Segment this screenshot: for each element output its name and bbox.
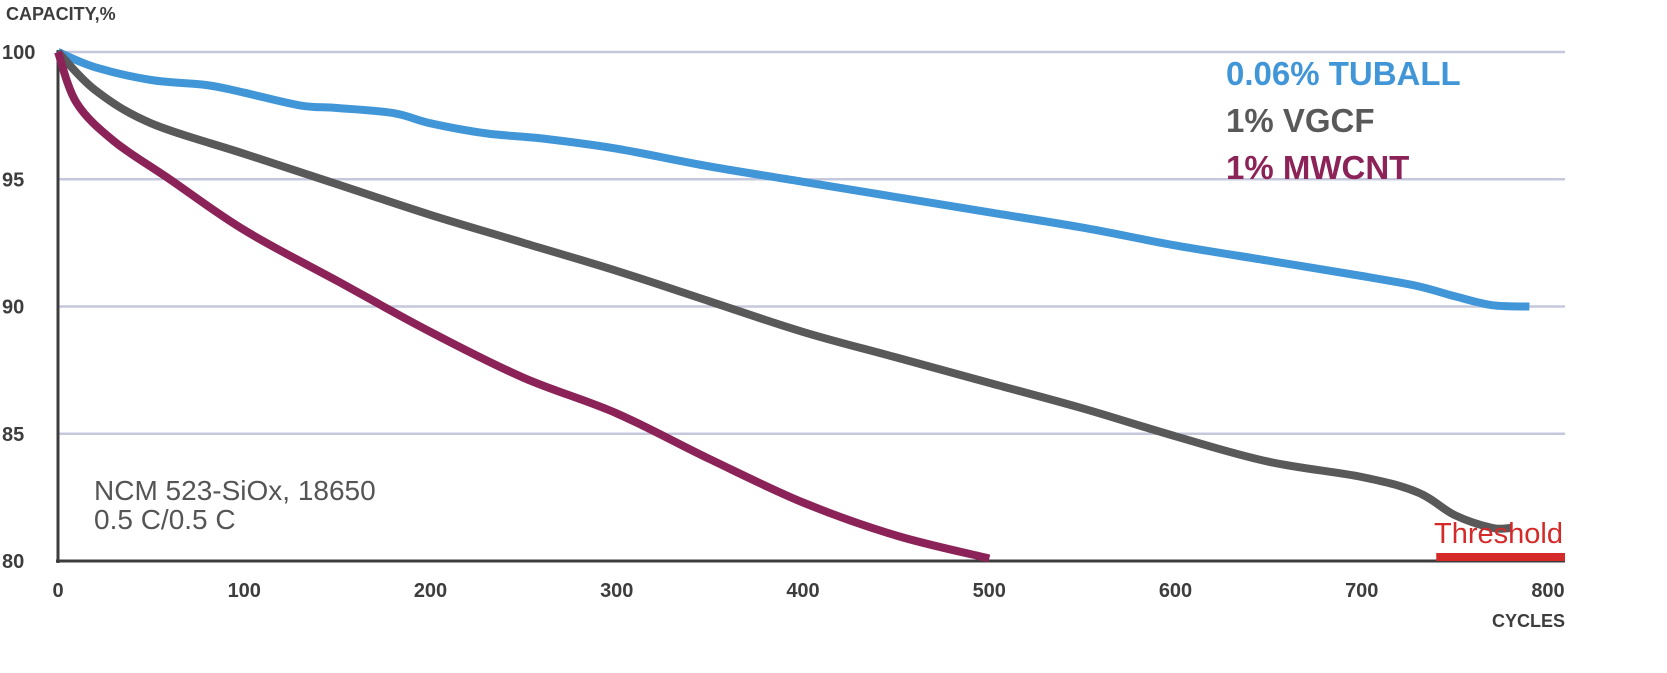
x-axis-label: CYCLES <box>1492 611 1565 631</box>
note-line-cell: NCM 523-SiOx, 18650 <box>94 475 376 506</box>
threshold-label: Threshold <box>1434 518 1563 550</box>
note-line-rate: 0.5 C/0.5 C <box>94 504 236 535</box>
legend-entry-mwcnt: 1% MWCNT <box>1226 149 1409 186</box>
x-tick-label: 700 <box>1345 580 1378 602</box>
series-line-tuball <box>56 48 1530 311</box>
x-tick-labels: 0 100 200 300 400 500 600 700 800 <box>52 580 1564 602</box>
x-tick-label: 100 <box>228 580 261 602</box>
y-tick-labels: 80 85 90 95 100 <box>2 42 35 573</box>
legend: 0.06% TUBALL 1% VGCF 1% MWCNT <box>1226 55 1461 186</box>
y-tick-label: 85 <box>2 424 24 446</box>
x-tick-label: 300 <box>600 580 633 602</box>
series-lines <box>54 48 1530 563</box>
y-tick-label: 90 <box>2 297 24 319</box>
x-tick-label: 600 <box>1159 580 1192 602</box>
x-tick-label: 200 <box>414 580 447 602</box>
series-line-mwcnt <box>54 50 991 563</box>
y-tick-label: 100 <box>2 42 35 64</box>
legend-entry-tuball: 0.06% TUBALL <box>1226 55 1461 92</box>
series-line-vgcf <box>55 49 1512 533</box>
test-conditions-note: NCM 523-SiOx, 18650 0.5 C/0.5 C <box>94 475 376 535</box>
legend-entry-vgcf: 1% VGCF <box>1226 102 1375 139</box>
y-axis-label: CAPACITY,% <box>6 4 116 24</box>
axes <box>56 50 1565 563</box>
y-tick-label: 95 <box>2 169 24 191</box>
x-tick-label: 0 <box>52 580 63 602</box>
x-tick-label: 500 <box>973 580 1006 602</box>
x-tick-label: 400 <box>786 580 819 602</box>
x-tick-label: 800 <box>1531 580 1564 602</box>
y-tick-label: 80 <box>2 551 24 573</box>
